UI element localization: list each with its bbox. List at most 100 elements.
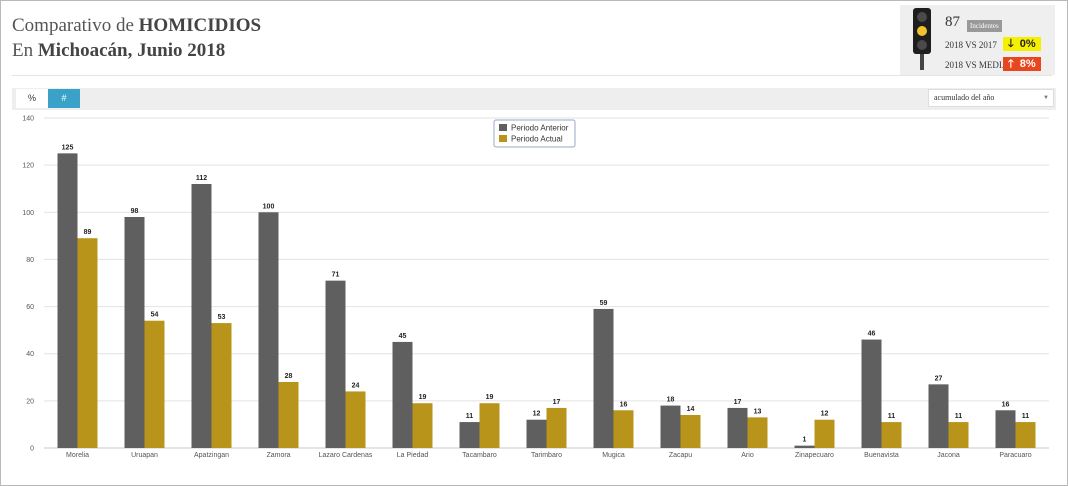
comparison-label-media: 2018 VS MEDIA bbox=[945, 60, 1009, 70]
bar bbox=[412, 403, 433, 448]
subtitle-prefix: En bbox=[12, 40, 38, 61]
bar bbox=[77, 238, 98, 448]
data-label: 12 bbox=[821, 411, 829, 418]
bar bbox=[392, 341, 413, 448]
bar bbox=[794, 445, 815, 448]
title-line: Comparativo de HOMICIDIOS bbox=[12, 13, 261, 38]
bar bbox=[948, 422, 969, 448]
traffic-light-green-lamp bbox=[917, 40, 927, 50]
x-tick-label: Ario bbox=[741, 452, 754, 459]
bar bbox=[727, 407, 748, 448]
bar bbox=[325, 280, 346, 448]
bar bbox=[526, 419, 547, 448]
data-label: 11 bbox=[466, 413, 474, 420]
bar bbox=[814, 419, 835, 448]
data-label: 46 bbox=[868, 331, 876, 338]
bar bbox=[881, 422, 902, 448]
percent-toggle-button[interactable]: % bbox=[16, 89, 48, 108]
data-label: 19 bbox=[486, 394, 494, 401]
x-tick-label: Zinapecuaro bbox=[795, 452, 834, 459]
legend-box bbox=[493, 119, 576, 148]
data-label: 27 bbox=[935, 375, 943, 382]
x-tick-label: Buenavista bbox=[864, 452, 899, 459]
x-tick-label: Paracuaro bbox=[999, 452, 1031, 459]
y-tick-label: 60 bbox=[26, 304, 34, 311]
comparison-badge-2017: 🡓 0% bbox=[1003, 37, 1041, 51]
x-tick-label: La Piedad bbox=[397, 452, 429, 459]
number-toggle-button[interactable]: # bbox=[48, 89, 80, 108]
period-select[interactable]: acumulado del año ▼ bbox=[928, 89, 1054, 107]
incident-count: 87 bbox=[945, 14, 960, 30]
data-label: 112 bbox=[196, 175, 207, 182]
chevron-down-icon: ▼ bbox=[1043, 95, 1049, 101]
x-tick-label: Apatzingan bbox=[194, 452, 229, 459]
traffic-light-yellow-lamp bbox=[917, 26, 927, 36]
comparison-badge-media: 🡑 8% bbox=[1003, 57, 1041, 71]
x-tick-label: Uruapan bbox=[131, 452, 158, 459]
x-tick-label: Lazaro Cardenas bbox=[319, 452, 373, 459]
y-tick-label: 40 bbox=[26, 351, 34, 358]
bar bbox=[124, 217, 145, 448]
traffic-light-red-lamp bbox=[917, 12, 927, 22]
bar bbox=[861, 339, 882, 448]
incident-indicator-panel: 87 Incidentes 2018 VS 2017 🡓 0% 2018 VS M… bbox=[900, 5, 1055, 75]
arrow-down-icon: 🡓 bbox=[1008, 38, 1014, 50]
data-label: 1 bbox=[803, 437, 807, 444]
bar bbox=[144, 320, 165, 448]
data-label: 59 bbox=[600, 300, 608, 307]
data-label: 13 bbox=[754, 408, 762, 415]
bar bbox=[928, 384, 949, 448]
subtitle-location-date: Michoacán, Junio 2018 bbox=[37, 40, 226, 61]
title-crime-type: HOMICIDIOS bbox=[138, 15, 262, 36]
data-label: 16 bbox=[1002, 401, 1010, 408]
data-label: 11 bbox=[955, 413, 963, 420]
bar bbox=[747, 417, 768, 448]
incident-count-label: Incidentes bbox=[967, 20, 1002, 32]
y-tick-label: 20 bbox=[26, 398, 34, 405]
legend-swatch bbox=[499, 124, 507, 131]
data-label: 24 bbox=[352, 382, 360, 389]
legend-swatch bbox=[499, 135, 507, 142]
bar bbox=[1015, 422, 1036, 448]
bar bbox=[459, 422, 480, 448]
x-tick-label: Jacona bbox=[937, 452, 960, 459]
data-label: 12 bbox=[533, 411, 541, 418]
bar bbox=[191, 184, 212, 448]
period-select-value: acumulado del año bbox=[934, 93, 995, 102]
data-label: 17 bbox=[734, 399, 742, 406]
bar bbox=[479, 403, 500, 448]
data-label: 98 bbox=[131, 208, 139, 215]
header-divider bbox=[12, 75, 1052, 76]
data-label: 54 bbox=[151, 312, 159, 319]
bar bbox=[258, 212, 279, 448]
y-tick-label: 140 bbox=[22, 116, 34, 123]
traffic-light-pole bbox=[920, 54, 924, 70]
x-tick-label: Zamora bbox=[266, 452, 290, 459]
bar bbox=[995, 410, 1016, 448]
subtitle-line: En Michoacán, Junio 2018 bbox=[12, 38, 261, 63]
data-label: 28 bbox=[285, 373, 293, 380]
chart-toolbar: % # acumulado del año ▼ bbox=[12, 88, 1056, 110]
bar bbox=[211, 323, 232, 448]
data-label: 11 bbox=[1022, 413, 1030, 420]
y-tick-label: 80 bbox=[26, 257, 34, 264]
bar bbox=[57, 153, 78, 448]
bar bbox=[593, 308, 614, 448]
data-label: 11 bbox=[888, 413, 896, 420]
data-label: 45 bbox=[399, 333, 407, 340]
data-label: 16 bbox=[620, 401, 628, 408]
data-label: 18 bbox=[667, 397, 675, 404]
data-label: 89 bbox=[84, 229, 92, 236]
traffic-light-icon bbox=[913, 8, 931, 70]
page-title: Comparativo de HOMICIDIOS En Michoacán, … bbox=[12, 13, 261, 63]
x-tick-label: Morelia bbox=[66, 452, 89, 459]
bar bbox=[680, 415, 701, 448]
data-label: 71 bbox=[332, 272, 340, 279]
x-tick-label: Tarimbaro bbox=[531, 452, 562, 459]
bar bbox=[613, 410, 634, 448]
data-label: 19 bbox=[419, 394, 427, 401]
data-label: 53 bbox=[218, 314, 226, 321]
x-tick-label: Tacambaro bbox=[462, 452, 497, 459]
bar bbox=[278, 382, 299, 448]
arrow-up-icon: 🡑 bbox=[1008, 58, 1014, 70]
